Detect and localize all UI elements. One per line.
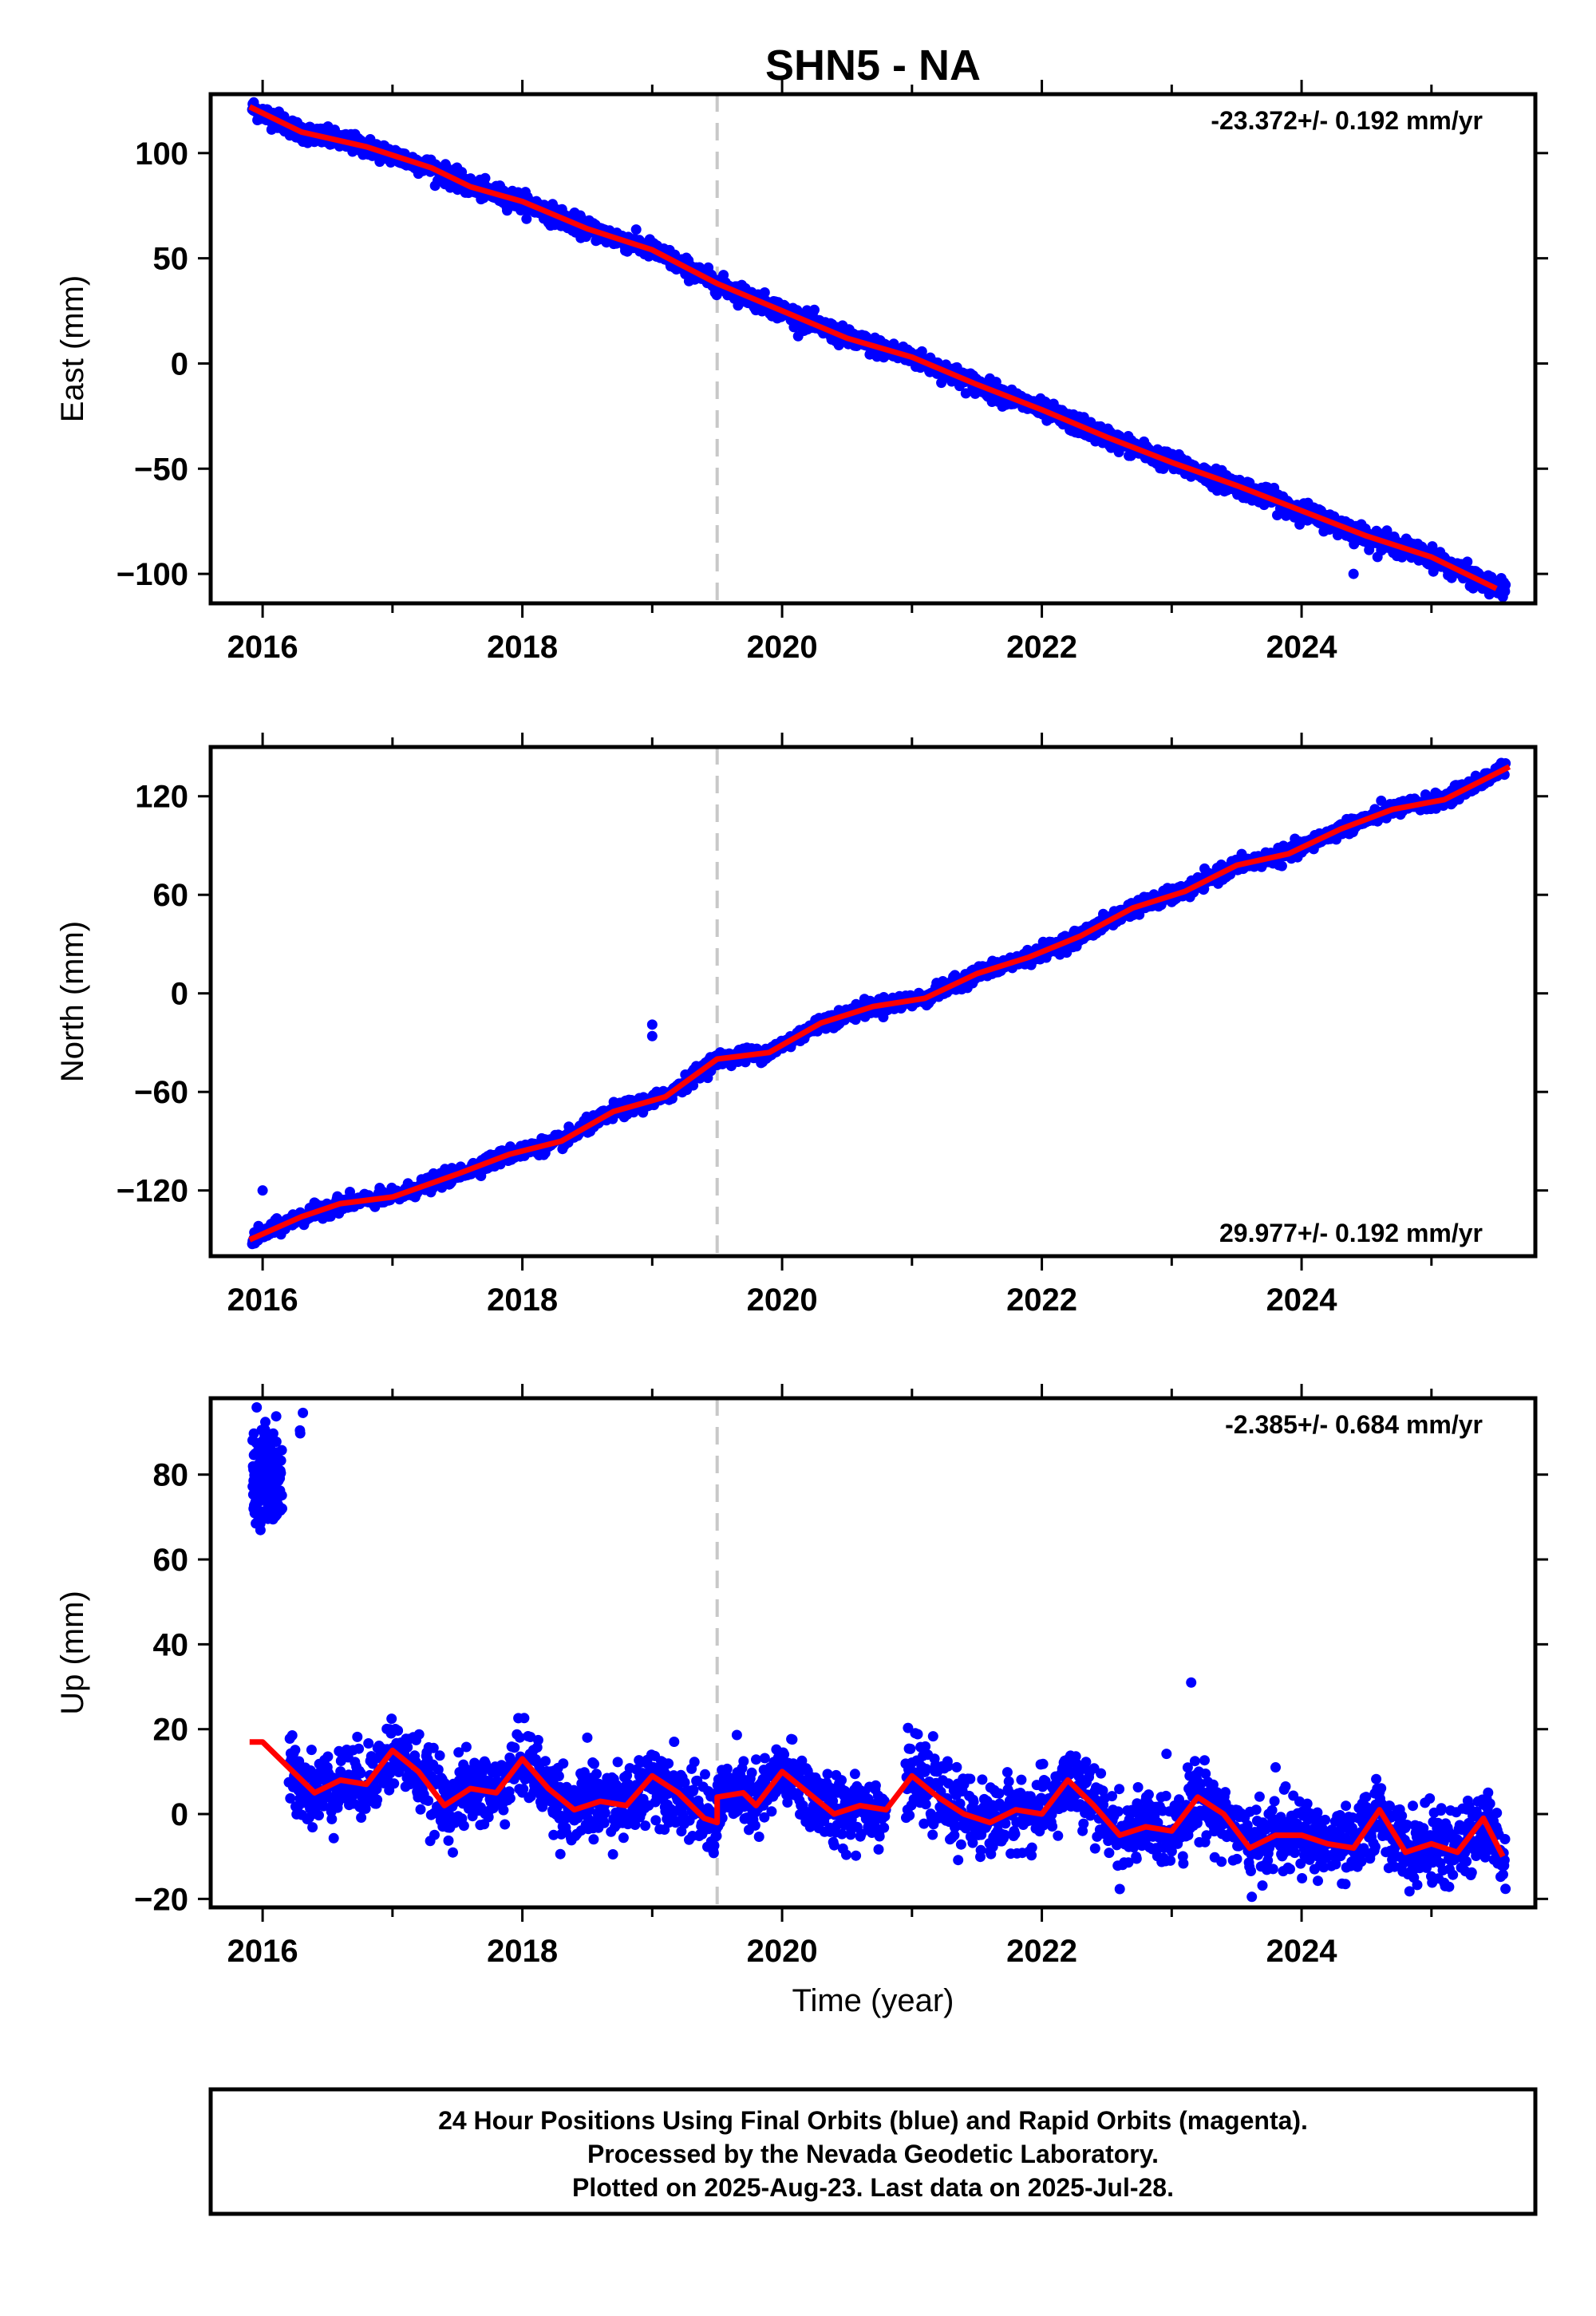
data-point <box>307 1822 318 1833</box>
data-point <box>1500 579 1511 591</box>
x-tick-label: 2022 <box>1006 1282 1077 1318</box>
x-tick-label: 2016 <box>227 1282 298 1318</box>
y-tick-label: 100 <box>135 136 188 172</box>
y-tick-label: 50 <box>153 242 189 277</box>
y-tick-label: −60 <box>134 1075 188 1110</box>
data-point <box>1276 860 1287 871</box>
figure-title: SHN5 - NA <box>765 41 981 89</box>
x-tick-label: 2020 <box>747 1282 818 1318</box>
data-point <box>521 213 532 224</box>
y-tick-label: 0 <box>171 346 188 381</box>
data-point <box>480 172 491 184</box>
model-fit-line <box>248 764 1511 1243</box>
data-point <box>1462 556 1473 567</box>
x-tick-label: 2018 <box>487 1282 558 1318</box>
plot-area <box>247 1398 1511 1907</box>
data-point <box>809 304 820 315</box>
axes-frame <box>208 92 1538 606</box>
axes-frame <box>208 745 1538 1259</box>
plot-area <box>247 747 1511 1256</box>
y-tick-label: 120 <box>135 780 188 815</box>
data-point <box>306 1745 317 1756</box>
outlier-point <box>646 1019 658 1030</box>
data-point <box>318 1800 329 1812</box>
data-point <box>322 1751 334 1762</box>
data-point <box>960 388 971 399</box>
data-point <box>294 1756 305 1767</box>
y-tick-label: −120 <box>117 1174 188 1209</box>
east-panel: 2016 2018 2020 2022 2024 −100 −50 0 50 100 East (m… <box>55 80 1548 665</box>
data-point <box>916 346 927 357</box>
y-tick-label: 0 <box>171 977 188 1012</box>
outlier-point <box>257 1185 268 1196</box>
data-point <box>314 1810 324 1821</box>
x-tick-label: 2018 <box>487 630 558 665</box>
data-point <box>759 287 770 298</box>
position-points <box>247 1402 1511 1903</box>
y-axis-label: North (mm) <box>55 921 90 1082</box>
x-tick-label: 2024 <box>1266 630 1338 665</box>
data-point <box>286 1730 298 1741</box>
north-panel: 2016 2018 2020 2022 2024 −120 −60 0 60 120 North (… <box>55 733 1548 1318</box>
data-point <box>285 1792 296 1804</box>
x-tick-label: 2020 <box>747 630 818 665</box>
velocity-rate-label: 29.977+/- 0.192 mm/yr <box>1219 1219 1483 1247</box>
model-fit-line <box>248 104 1498 591</box>
data-point <box>290 1745 301 1756</box>
y-tick-label: 60 <box>153 878 189 913</box>
outlier-point <box>646 1030 658 1041</box>
data-point <box>328 1832 339 1844</box>
x-tick-label: 2022 <box>1006 630 1077 665</box>
y-tick-label: −100 <box>117 557 188 592</box>
data-point <box>326 1813 338 1824</box>
data-point <box>688 1080 699 1091</box>
data-point <box>630 224 642 235</box>
velocity-rate-label: -23.372+/- 0.192 mm/yr <box>1211 106 1483 135</box>
y-tick-label: −50 <box>134 452 188 487</box>
data-point <box>1427 541 1438 552</box>
x-tick-label: 2016 <box>227 630 298 665</box>
y-axis-label: East (mm) <box>55 275 90 422</box>
plot-area <box>247 94 1511 603</box>
outlier-point <box>1348 568 1359 579</box>
x-tick-label: 2024 <box>1266 1282 1338 1318</box>
